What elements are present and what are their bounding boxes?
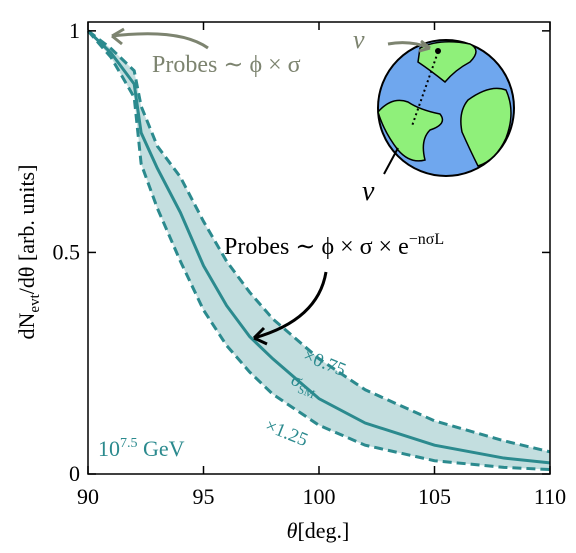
line <box>87 29 551 454</box>
x-axis-unit: [deg.] <box>297 518 349 543</box>
curve-label-sub: SM <box>296 382 318 402</box>
y-axis-label: dNevt/dθ [arb. units] <box>14 165 43 340</box>
nu-label: ν <box>353 25 365 54</box>
line <box>86 29 551 472</box>
x-axis-label: θ[deg.] <box>287 518 350 543</box>
curve-label: ×1.25 <box>262 415 311 451</box>
nu-label: ν <box>362 176 375 207</box>
energy-exp: 7.5 <box>120 436 138 451</box>
y-tick-label: 0 <box>69 461 80 486</box>
arrow-head <box>252 326 268 346</box>
x-tick-label: 105 <box>418 484 451 509</box>
y-tick-label: 1 <box>69 18 80 43</box>
earth <box>377 39 515 177</box>
x-axis-symbol: θ <box>287 518 298 543</box>
annotation-text: Probes ∼ ϕ × σ × e <box>224 234 409 260</box>
annotation: Probes ∼ ϕ × σ × e−nσL <box>224 231 444 260</box>
band <box>88 30 550 470</box>
energy-label: 107.5 GeV <box>98 436 185 461</box>
x-tick-label: 110 <box>534 484 566 509</box>
energy-unit: GeV <box>138 436 185 461</box>
x-tick-label: 95 <box>193 484 215 509</box>
energy-base: 10 <box>98 436 120 461</box>
annotation-exponent: −nσL <box>409 231 444 248</box>
y-axis-sub: evt <box>27 293 43 312</box>
x-tick-label: 100 <box>303 484 336 509</box>
x-tick-label: 90 <box>77 484 99 509</box>
arrow <box>111 32 209 50</box>
arrow-head <box>111 27 125 46</box>
y-tick-label: 0.5 <box>53 239 81 264</box>
y-axis-main: dN <box>14 312 39 339</box>
line <box>86 29 551 465</box>
annotation: Probes ∼ ϕ × σ <box>152 52 301 78</box>
plot-area: 0 0.5 1 90 95 100 105 110 <box>53 18 567 509</box>
arrow <box>253 271 328 340</box>
y-axis-rest: /dθ [arb. units] <box>14 165 39 295</box>
